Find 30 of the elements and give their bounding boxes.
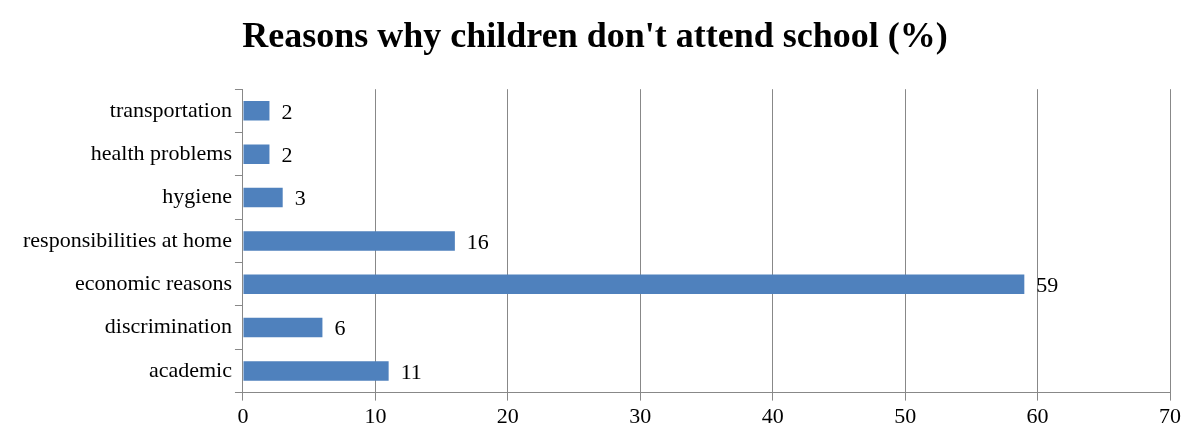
bar bbox=[243, 231, 455, 251]
bar bbox=[243, 274, 1025, 294]
y-tick-label: economic reasons bbox=[74, 270, 232, 296]
bar bbox=[243, 187, 283, 208]
x-tick-label: 70 bbox=[1159, 402, 1181, 428]
bar bbox=[243, 361, 389, 381]
y-tick-label: responsibilities at home bbox=[23, 226, 232, 252]
data-label: 16 bbox=[466, 228, 489, 254]
bar bbox=[243, 101, 270, 121]
chart-title: Reasons why children don't attend school (%) bbox=[242, 14, 948, 55]
data-label: 3 bbox=[294, 185, 306, 211]
data-label: 11 bbox=[400, 358, 422, 384]
data-label: 6 bbox=[334, 315, 346, 341]
x-tick-label: 20 bbox=[496, 402, 519, 428]
x-tick-label: 30 bbox=[629, 402, 652, 428]
y-tick-label: academic bbox=[148, 356, 233, 382]
x-tick-label: 40 bbox=[761, 402, 784, 428]
data-label: 2 bbox=[281, 142, 293, 167]
x-tick-label: 0 bbox=[237, 402, 249, 428]
x-tick-label: 10 bbox=[364, 402, 387, 428]
y-tick-label: discrimination bbox=[104, 313, 232, 339]
x-tick-label: 50 bbox=[894, 402, 917, 428]
y-tick-label: transportation bbox=[109, 96, 232, 122]
x-tick-label: 60 bbox=[1026, 402, 1049, 428]
y-tick-label: hygiene bbox=[162, 183, 232, 209]
bar bbox=[243, 144, 270, 164]
bar bbox=[243, 317, 323, 338]
data-label: 2 bbox=[281, 98, 293, 124]
y-tick-label: health problems bbox=[90, 140, 232, 165]
data-label: 59 bbox=[1036, 272, 1059, 298]
